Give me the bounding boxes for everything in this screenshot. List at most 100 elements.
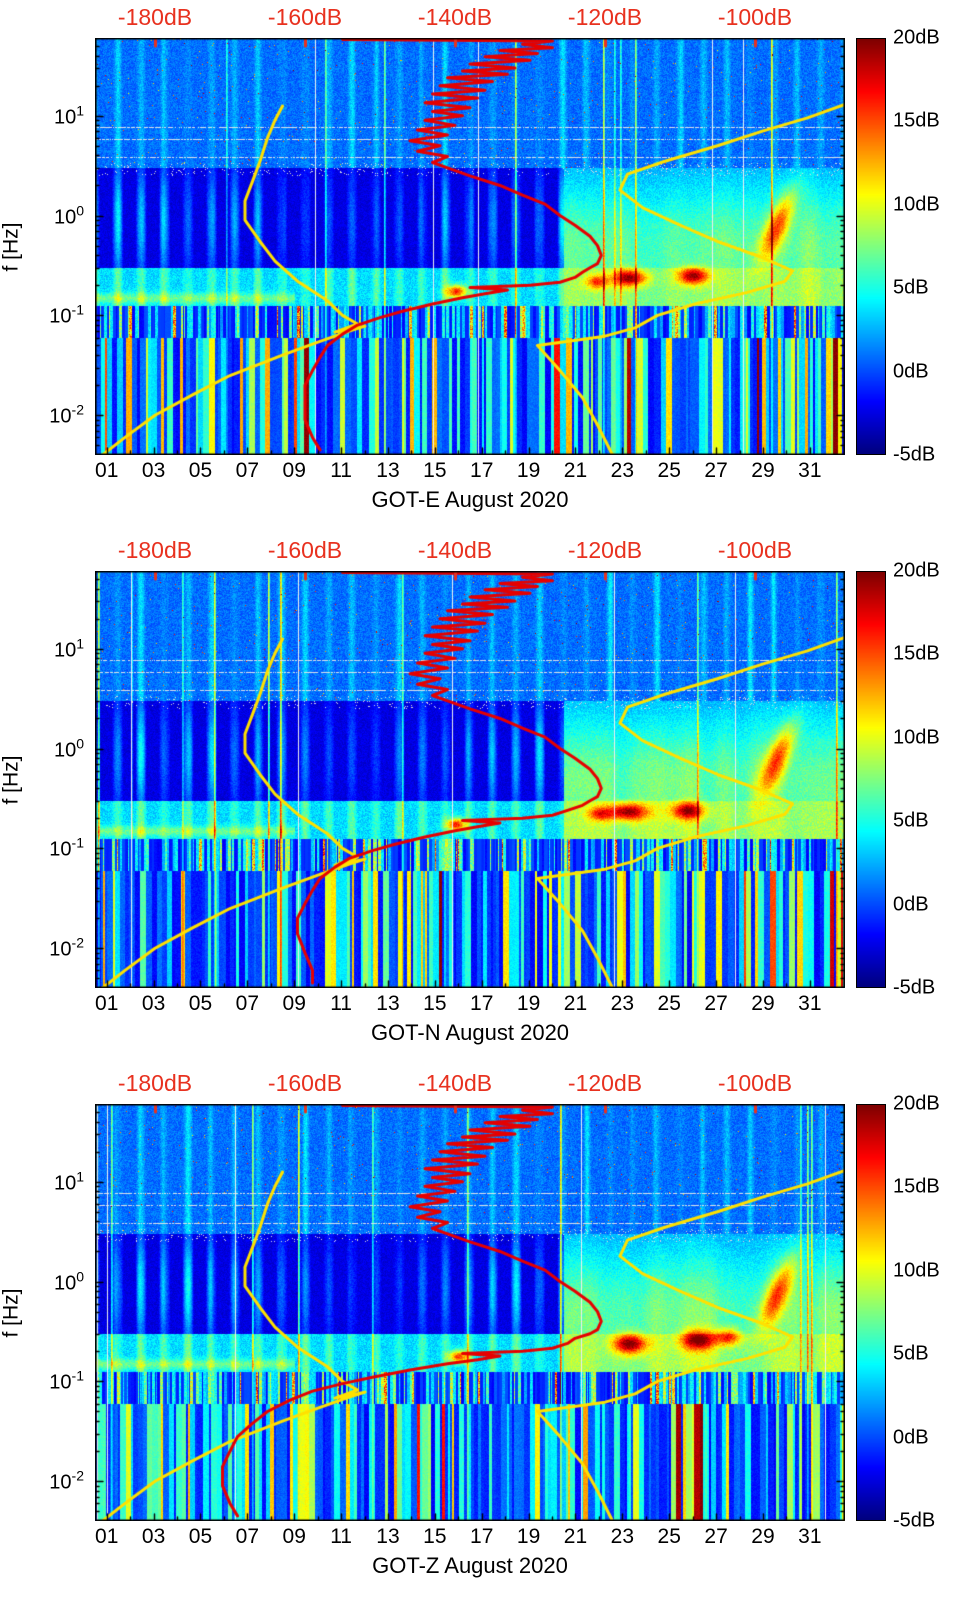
- x-axis-tick-label: 31: [798, 1525, 822, 1548]
- x-axis-tick-label: 09: [282, 459, 306, 482]
- colorbar-tick-label: 5dB: [893, 809, 929, 832]
- x-axis-tick-label: 21: [563, 992, 588, 1015]
- spectrogram-panel-got-e: -180dB -160dB -140dB -120dB -100dB f [Hz] 10…: [0, 0, 962, 533]
- x-axis-tick-label: 07: [235, 459, 260, 482]
- x-axis-tick-label: 27: [704, 1525, 728, 1548]
- colorbar-tick-label: 20dB: [893, 26, 940, 49]
- colorbar-tick-label: 0dB: [893, 893, 929, 916]
- x-axis-tick-label: 19: [516, 459, 541, 482]
- spectrogram-panel-got-z: -180dB -160dB -140dB -120dB -100dB f [Hz] 10…: [0, 1066, 962, 1599]
- panel-title: GOT-Z August 2020: [372, 1553, 568, 1578]
- x-axis-tick-label: 15: [423, 992, 447, 1015]
- top-axis-tick-label: -160dB: [267, 4, 343, 30]
- x-axis-tick-label: 13: [376, 992, 400, 1015]
- colorbar-tick-label: 10dB: [893, 193, 940, 216]
- top-axis-tick-label: -120dB: [567, 537, 643, 563]
- x-axis-tick-label: 05: [188, 459, 213, 482]
- x-axis-tick-label: 29: [751, 992, 775, 1015]
- x-axis-tick-label: 17: [470, 459, 494, 482]
- top-db-axis: -180dB -160dB -140dB -120dB -100dB: [95, 535, 845, 567]
- y-axis-tick-label: 100: [53, 735, 84, 761]
- y-axis-ticks: 101 100 10-1 10-2: [0, 571, 88, 988]
- x-axis-tick-label: 21: [563, 1525, 588, 1548]
- x-axis-tick-label: 19: [516, 1525, 541, 1548]
- y-axis-tick-label: 10-1: [49, 302, 84, 328]
- y-axis-tick-label: 10-2: [49, 401, 84, 428]
- x-axis-tick-label: 25: [657, 1525, 681, 1548]
- x-axis-tick-label: 17: [470, 1525, 494, 1548]
- x-axis-tick-label: 01: [95, 459, 119, 482]
- spectrogram-canvas: [95, 1104, 845, 1521]
- x-axis-tick-label: 19: [516, 992, 541, 1015]
- x-axis-tick-label: 15: [423, 459, 447, 482]
- colorbar-ticks: 20dB 15dB 10dB 5dB 0dB -5dB: [893, 560, 961, 999]
- top-axis-tick-label: -160dB: [267, 1070, 343, 1096]
- top-axis-tick-label: -120dB: [567, 4, 643, 30]
- x-axis-tick-label: 05: [188, 1525, 213, 1548]
- x-axis-tick-label: 03: [141, 459, 166, 482]
- x-axis-ticks: 01 03 05 07 09 11 13 15 17 19 21 23 25 27 29 31: [95, 459, 845, 485]
- y-axis-tick-label: 101: [53, 102, 84, 129]
- x-axis-tick-label: 11: [330, 992, 352, 1015]
- x-axis-tick-label: 23: [610, 459, 635, 482]
- y-axis-tick-exponent: 1: [76, 1168, 84, 1185]
- x-axis-ticks: 01 03 05 07 09 11 13 15 17 19 21 23 25 27 29 31: [95, 1525, 845, 1551]
- x-axis-tick-label: 25: [657, 992, 681, 1015]
- x-axis-ticks: 01 03 05 07 09 11 13 15 17 19 21 23 25 27 29 31: [95, 992, 845, 1018]
- y-axis-tick-exponent: 0: [76, 1268, 84, 1285]
- top-axis-tick-label: -140dB: [417, 1070, 493, 1096]
- top-axis-tick-label: -140dB: [417, 537, 493, 563]
- y-axis-tick-exponent: -1: [71, 835, 84, 852]
- y-axis-tick-exponent: 0: [76, 735, 84, 752]
- colorbar-tick-label: 15dB: [893, 1175, 940, 1198]
- x-axis-tick-label: 13: [376, 1525, 400, 1548]
- top-axis-tick-label: -160dB: [267, 537, 343, 563]
- x-axis-tick-label: 17: [470, 992, 494, 1015]
- x-axis-tick-label: 07: [235, 1525, 260, 1548]
- x-axis-tick-label: 29: [751, 459, 775, 482]
- x-axis-tick-label: 03: [141, 1525, 166, 1548]
- y-axis-tick-label: 10-2: [49, 1467, 84, 1494]
- colorbar-tick-label: 20dB: [893, 1092, 940, 1115]
- colorbar-gradient: [857, 572, 885, 987]
- top-axis-tick-label: -120dB: [567, 1070, 643, 1096]
- colorbar-gradient: [857, 1105, 885, 1520]
- x-axis-tick-label: 13: [376, 459, 400, 482]
- colorbar-tick-label: 15dB: [893, 642, 940, 665]
- y-axis-ticks: 101 100 10-1 10-2: [0, 38, 88, 455]
- x-axis-tick-label: 23: [610, 992, 635, 1015]
- top-axis-tick-label: -180dB: [117, 537, 193, 563]
- colorbar-tick-label: 0dB: [893, 1426, 929, 1449]
- top-db-axis: -180dB -160dB -140dB -120dB -100dB: [95, 2, 845, 34]
- spectrogram-plot: [95, 1104, 845, 1521]
- top-db-axis: -180dB -160dB -140dB -120dB -100dB: [95, 1068, 845, 1100]
- y-axis-tick-label: 10-1: [49, 835, 84, 861]
- x-axis-tick-label: 07: [235, 992, 260, 1015]
- y-axis-tick-exponent: -2: [71, 1467, 84, 1484]
- x-axis-tick-label: 23: [610, 1525, 635, 1548]
- spectrogram-canvas: [95, 571, 845, 988]
- colorbar-tick-label: 10dB: [893, 726, 940, 749]
- spectrogram-plot: [95, 571, 845, 988]
- y-axis-tick-label: 100: [53, 202, 84, 228]
- x-axis-tick-label: 03: [141, 992, 166, 1015]
- colorbar-tick-label: 20dB: [893, 559, 940, 582]
- y-axis-tick-exponent: -2: [71, 934, 84, 951]
- y-axis-tick-label: 101: [53, 635, 84, 662]
- colorbar-tick-label: 0dB: [893, 360, 929, 383]
- x-axis-tick-label: 29: [751, 1525, 775, 1548]
- top-axis-tick-label: -180dB: [117, 4, 193, 30]
- colorbar-tick-label: -5dB: [893, 443, 936, 466]
- x-axis-tick-label: 11: [330, 1525, 352, 1548]
- y-axis-tick-label: 100: [53, 1268, 84, 1294]
- top-axis-tick-label: -100dB: [717, 537, 793, 563]
- x-axis-tick-label: 31: [798, 992, 822, 1015]
- top-axis-tick-label: -100dB: [717, 4, 793, 30]
- x-axis-tick-label: 09: [282, 1525, 306, 1548]
- y-axis-ticks: 101 100 10-1 10-2: [0, 1104, 88, 1521]
- colorbar-ticks: 20dB 15dB 10dB 5dB 0dB -5dB: [893, 27, 961, 466]
- x-axis-tick-label: 01: [95, 992, 119, 1015]
- x-axis-tick-label: 05: [188, 992, 213, 1015]
- colorbar-ticks: 20dB 15dB 10dB 5dB 0dB -5dB: [893, 1093, 961, 1532]
